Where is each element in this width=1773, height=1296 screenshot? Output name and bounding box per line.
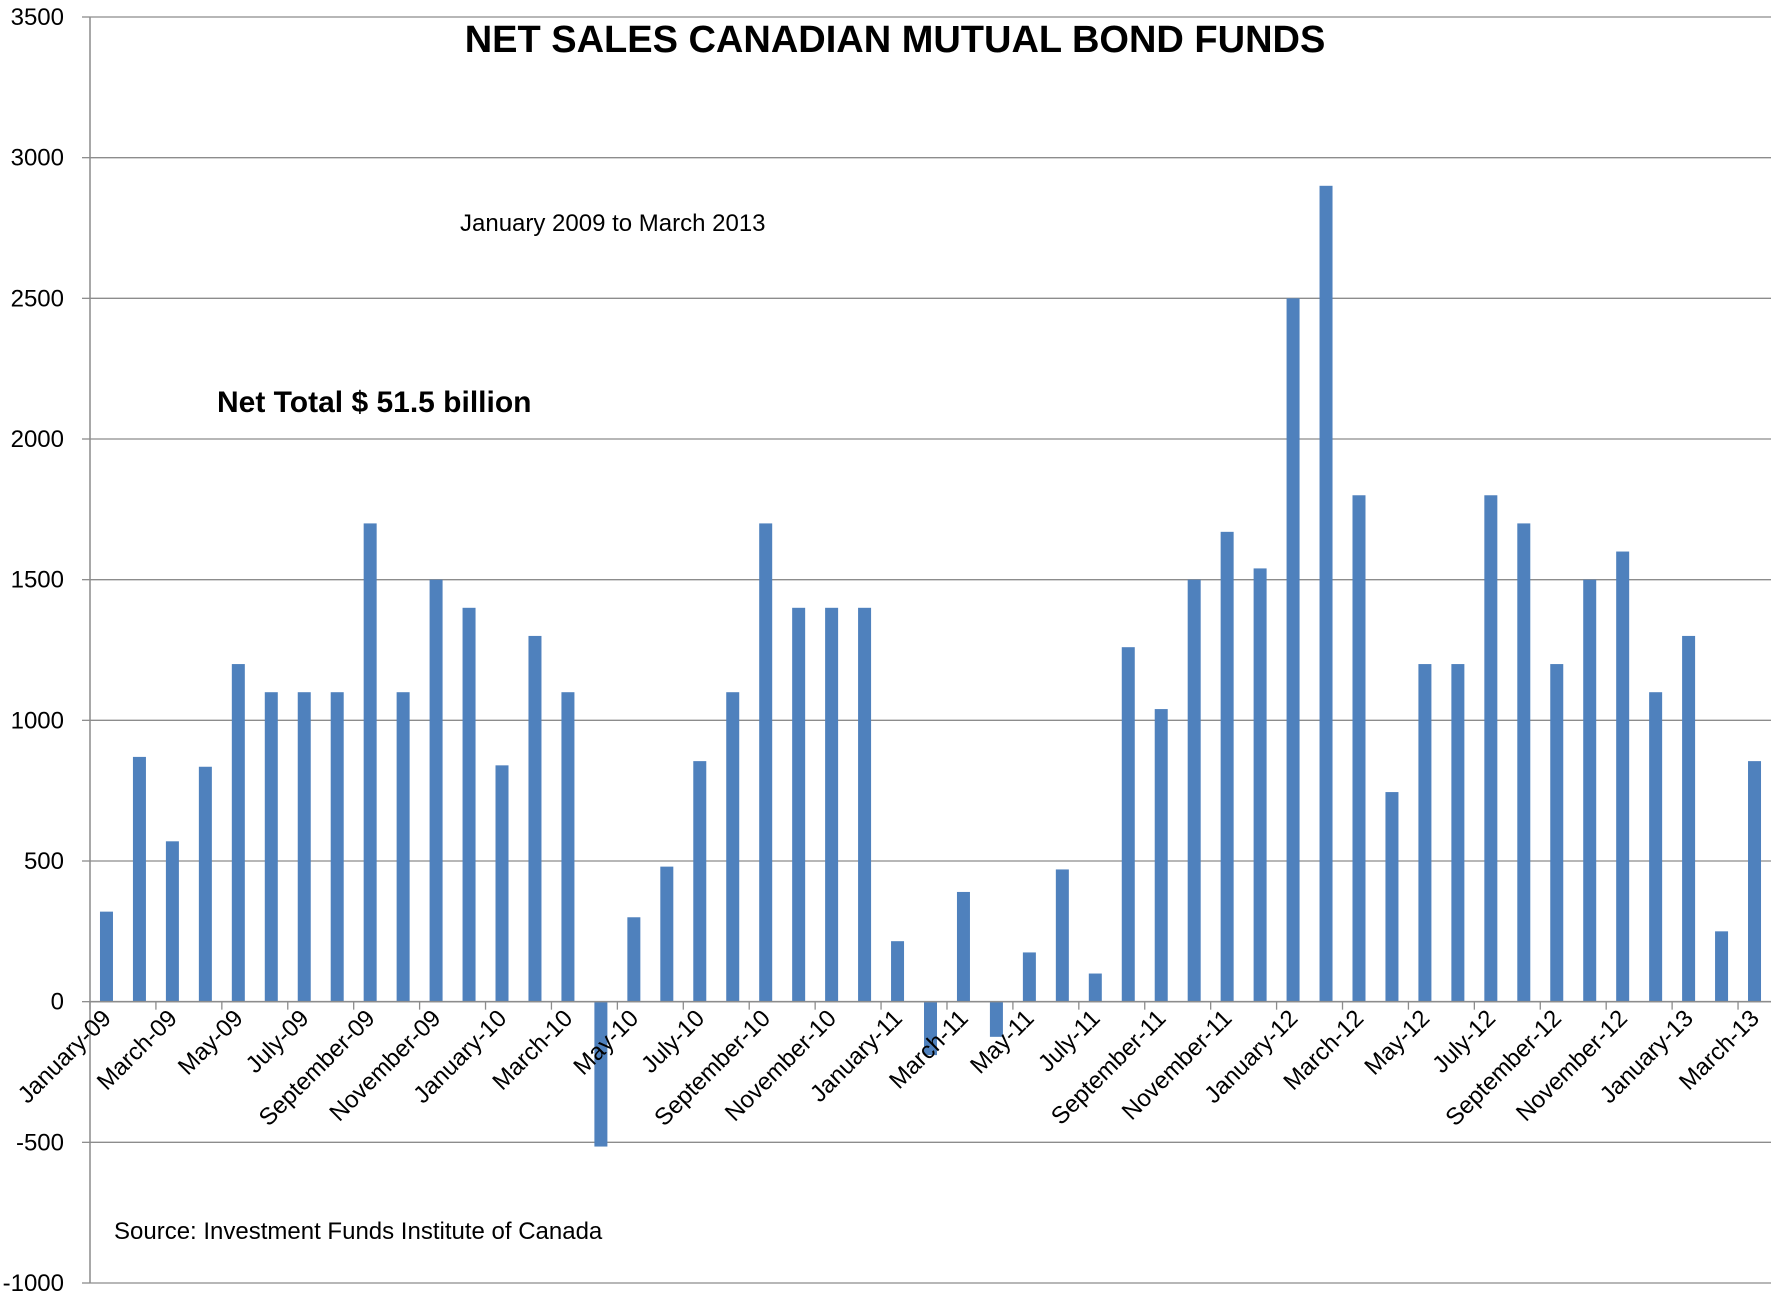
bar bbox=[924, 1001, 937, 1056]
net-total-annotation: Net Total $ 51.5 billion bbox=[217, 386, 532, 419]
x-tick-label: September-09 bbox=[254, 1005, 381, 1132]
bar bbox=[858, 607, 872, 1002]
y-tick-label: 0 bbox=[51, 989, 64, 1016]
bar bbox=[1286, 298, 1300, 1002]
bar bbox=[1220, 531, 1234, 1002]
bar bbox=[1352, 495, 1366, 1002]
bar bbox=[693, 761, 707, 1002]
bar bbox=[330, 692, 344, 1002]
y-tick-labels: 3500 3000 2500 2000 1500 1000 500 0 -500 -1000 bbox=[3, 4, 64, 1296]
bar bbox=[561, 692, 575, 1002]
bar bbox=[363, 523, 377, 1002]
y-tick-label: 3000 bbox=[11, 145, 64, 172]
bar bbox=[627, 917, 641, 1002]
bar bbox=[297, 692, 311, 1002]
bar bbox=[99, 911, 113, 1002]
bar bbox=[462, 607, 476, 1002]
bar bbox=[1154, 709, 1168, 1002]
x-tick-labels: January-09March-09May-09July-09September… bbox=[13, 1005, 1765, 1132]
y-tick-label: -1000 bbox=[3, 1270, 64, 1296]
bar bbox=[1187, 579, 1201, 1002]
source-note: Source: Investment Funds Institute of Ca… bbox=[114, 1218, 603, 1245]
bar bbox=[429, 579, 443, 1002]
bar bbox=[989, 1001, 1003, 1037]
bar bbox=[1385, 792, 1399, 1002]
bar bbox=[528, 635, 542, 1002]
bar bbox=[1484, 495, 1498, 1002]
bar bbox=[726, 692, 740, 1002]
y-tick-label: 3500 bbox=[11, 4, 64, 31]
bar bbox=[264, 692, 278, 1002]
y-tick-label: 2000 bbox=[11, 426, 64, 453]
bar bbox=[594, 1001, 608, 1147]
y-tick-label: 1000 bbox=[11, 707, 64, 734]
y-tick-label: -500 bbox=[16, 1129, 64, 1156]
bar bbox=[1418, 664, 1432, 1002]
bar bbox=[1715, 931, 1729, 1002]
bar bbox=[495, 765, 509, 1002]
bar bbox=[1451, 664, 1465, 1002]
bar bbox=[660, 866, 674, 1002]
x-tick-label: May-09 bbox=[173, 1005, 249, 1081]
x-tick-label: September-10 bbox=[649, 1005, 776, 1132]
x-tick-label: September-11 bbox=[1046, 1005, 1171, 1130]
bar bbox=[132, 756, 146, 1002]
bar bbox=[231, 664, 245, 1002]
bar bbox=[759, 523, 773, 1002]
y-tick-label: 2500 bbox=[11, 285, 64, 312]
bar bbox=[891, 941, 905, 1002]
bar bbox=[1550, 664, 1564, 1002]
bar bbox=[792, 607, 806, 1002]
x-tick-label: September-12 bbox=[1440, 1005, 1567, 1132]
bar bbox=[1616, 551, 1630, 1002]
x-tick-label: January-09 bbox=[13, 1005, 117, 1109]
bar bbox=[956, 891, 970, 1002]
bar bbox=[1748, 761, 1762, 1002]
y-tick-label: 500 bbox=[24, 848, 64, 875]
bar bbox=[1055, 869, 1069, 1002]
bar bbox=[1583, 579, 1597, 1002]
bar bbox=[1319, 185, 1333, 1002]
bars bbox=[99, 185, 1762, 1147]
bar bbox=[1121, 647, 1135, 1002]
bar bbox=[165, 841, 179, 1002]
axes bbox=[82, 16, 1771, 1284]
bar bbox=[396, 692, 410, 1002]
bar bbox=[1253, 568, 1267, 1002]
bar bbox=[198, 766, 212, 1002]
chart-subtitle: January 2009 to March 2013 bbox=[460, 210, 766, 237]
x-tick-label: May-12 bbox=[1359, 1005, 1435, 1081]
bar bbox=[1682, 635, 1696, 1002]
bar bbox=[1649, 692, 1663, 1002]
bar bbox=[1088, 973, 1102, 1002]
y-tick-label: 1500 bbox=[11, 567, 64, 594]
bar bbox=[1022, 952, 1036, 1002]
bar bbox=[1517, 523, 1531, 1002]
chart-title: NET SALES CANADIAN MUTUAL BOND FUNDS bbox=[465, 19, 1326, 61]
bar bbox=[825, 607, 839, 1002]
